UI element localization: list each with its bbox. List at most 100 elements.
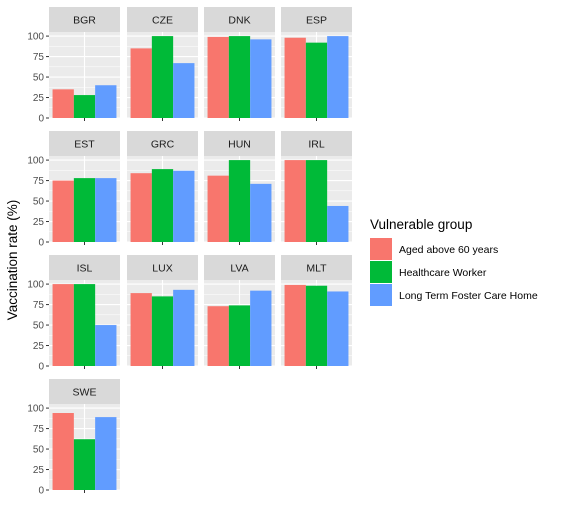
y-tick-label: 25 [33,341,45,352]
y-tick-label: 100 [27,32,44,43]
bar-swe-3 [95,417,117,490]
bar-irl-1 [284,160,306,242]
y-tick-label: 25 [33,465,45,476]
facet-strip-label: ISL [77,263,93,275]
facet-cze: CZE [127,7,198,121]
y-axis-title: Vaccination rate (%) [5,200,20,321]
legend-key-3 [370,284,392,306]
bar-lva-1 [207,306,229,366]
bar-est-1 [52,180,74,242]
legend-key-1 [370,238,392,260]
facet-strip-label: LUX [152,263,172,275]
y-tick-label: 75 [33,176,45,187]
facet-strip-label: BGR [73,15,96,27]
facet-hun: HUN [204,131,275,245]
bar-isl-3 [95,325,117,366]
bar-grc-3 [173,170,195,242]
y-tick-label: 100 [27,156,44,167]
y-tick-label: 25 [33,217,45,228]
y-tick-label: 0 [38,238,44,249]
y-tick-label: 25 [33,93,45,104]
facet-strip [49,7,120,32]
bar-lux-3 [173,289,195,366]
bar-dnk-3 [250,39,272,118]
bar-swe-1 [52,413,74,490]
bar-irl-3 [327,205,349,242]
facet-strip-label: HUN [228,139,251,151]
bar-cze-2 [151,36,174,118]
facet-strip [281,7,352,32]
bar-lux-1 [130,293,152,366]
bar-esp-3 [327,36,349,118]
y-tick-label: 0 [38,114,44,125]
bar-grc-1 [130,173,152,242]
bar-lva-3 [250,290,272,366]
y-tick-label: 50 [33,197,45,208]
y-tick-label: 75 [33,424,45,435]
legend: Vulnerable group Aged above 60 years Heal… [370,217,538,306]
bar-hun-1 [207,175,229,242]
facet-strip [204,131,275,156]
y-tick-label: 75 [33,52,45,63]
bar-mlt-3 [327,291,349,366]
bar-hun-3 [250,183,272,242]
bar-est-2 [73,178,96,242]
facet-strip [49,255,120,280]
facet-strip [281,131,352,156]
bar-isl-2 [73,284,96,366]
facet-panels: BGR 0 25 50 75 100 CZE DNK ESP EST 0 25 50 75 100 GRC HU… [27,7,352,497]
bar-mlt-1 [284,284,306,366]
facet-lux: LUX [127,255,198,369]
bar-bgr-2 [73,95,96,118]
bar-esp-2 [305,42,328,119]
bar-lux-2 [151,296,174,366]
facet-strip-label: GRC [151,139,175,151]
bar-bgr-3 [95,85,117,118]
y-tick-label: 50 [33,321,45,332]
bar-dnk-1 [207,36,229,118]
bar-grc-2 [151,169,174,242]
bar-cze-1 [130,48,152,118]
bar-swe-2 [73,439,96,490]
facet-strip [127,131,198,156]
legend-key-2 [370,261,392,283]
facet-lva: LVA [204,255,275,369]
bar-isl-1 [52,284,74,366]
facet-mlt: MLT [281,255,352,369]
bar-mlt-2 [305,285,328,366]
facet-bgr: BGR 0 25 50 75 100 [27,7,120,125]
facet-strip [127,255,198,280]
facet-strip-label: IRL [308,139,325,151]
facet-strip [204,255,275,280]
facet-strip [281,255,352,280]
facet-strip [127,7,198,32]
facet-strip [49,131,120,156]
bar-est-3 [95,178,117,242]
facet-esp: ESP [281,7,352,121]
facet-dnk: DNK [204,7,275,121]
y-tick-label: 50 [33,445,45,456]
legend-label-2: Healthcare Worker [399,267,487,279]
y-tick-label: 50 [33,73,45,84]
legend-title: Vulnerable group [370,217,472,232]
legend-label-1: Aged above 60 years [399,244,498,256]
facet-est: EST 0 25 50 75 100 [27,131,120,249]
facet-strip-label: EST [74,139,95,151]
facet-strip [204,7,275,32]
y-tick-label: 0 [38,486,44,497]
bar-esp-1 [284,37,306,118]
y-tick-label: 100 [27,280,44,291]
bar-lva-2 [228,305,251,366]
bar-dnk-2 [228,36,251,118]
facet-isl: ISL 0 25 50 75 100 [27,255,120,373]
facet-swe: SWE 0 25 50 75 100 [27,379,120,497]
facet-strip-label: MLT [306,263,327,275]
facet-irl: IRL [281,131,352,245]
bar-bgr-1 [52,89,74,118]
bar-hun-2 [228,160,251,242]
y-tick-label: 0 [38,362,44,373]
facet-grc: GRC [127,131,198,245]
facet-strip-label: ESP [306,15,327,27]
y-tick-label: 75 [33,300,45,311]
